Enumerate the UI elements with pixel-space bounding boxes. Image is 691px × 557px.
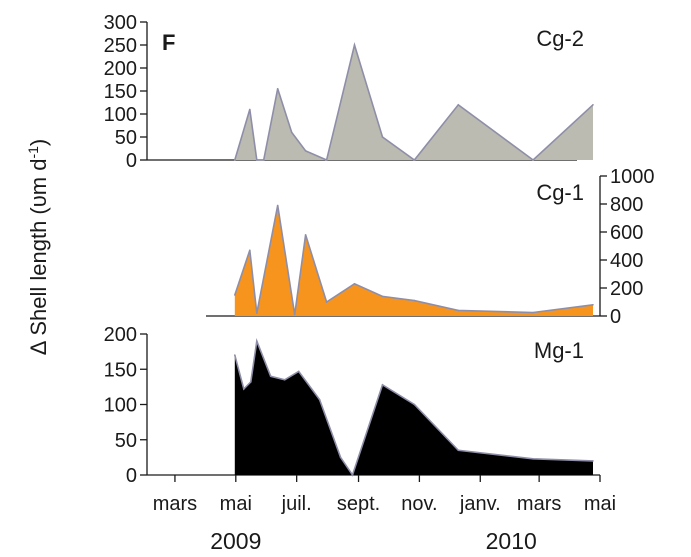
point-cg-1-8 — [381, 295, 384, 298]
point-cg-1-12 — [592, 304, 594, 306]
y-tick-label-mg-1-200: 200 — [104, 324, 137, 346]
point-cg-1-3 — [276, 204, 279, 207]
point-cg-1-5 — [304, 234, 307, 236]
point-cg-1-10 — [457, 309, 460, 312]
point-cg-2-9 — [381, 136, 384, 138]
point-cg-2-6 — [304, 150, 307, 152]
point-cg-2-0 — [234, 159, 236, 161]
y-axis-title-sup: -1 — [25, 146, 41, 159]
year-label-2009: 2009 — [210, 528, 261, 554]
point-mg-1-7 — [318, 398, 321, 401]
y-tick-label-cg-1-800: 800 — [610, 194, 643, 216]
point-cg-2-11 — [457, 104, 460, 106]
point-mg-1-11 — [413, 403, 416, 406]
y-axis-title: Δ Shell length (υm d-1) — [25, 139, 51, 356]
point-mg-1-2 — [250, 381, 252, 383]
y-tick-label-cg-2-50: 50 — [115, 127, 137, 149]
line-cg-2 — [234, 41, 594, 162]
labels-layer: 050100150200250300Cg-202004006008001000C… — [104, 12, 655, 515]
y-tick-label-cg-2-150: 150 — [104, 81, 137, 103]
area-cg-1 — [234, 205, 594, 316]
point-mg-1-10 — [381, 384, 384, 386]
y-axis-title-close: ) — [26, 139, 51, 146]
x-tick-label-5: janv. — [459, 493, 501, 515]
y-axis-title-main: Δ Shell length ( — [26, 207, 51, 356]
panel-label-cg-1: Cg-1 — [536, 180, 584, 205]
x-tick-label-4: nov. — [401, 493, 437, 515]
point-mg-1-4 — [269, 375, 272, 378]
y-tick-label-mg-1-150: 150 — [104, 359, 137, 381]
point-mg-1-5 — [283, 379, 286, 381]
point-cg-2-10 — [413, 159, 416, 161]
y-tick-label-cg-2-250: 250 — [104, 35, 137, 57]
point-mg-1-9 — [351, 474, 354, 476]
point-cg-1-11 — [532, 311, 534, 314]
y-axis-title-unit: υm d — [26, 159, 51, 208]
y-tick-label-cg-2-300: 300 — [104, 12, 137, 34]
y-tick-label-cg-2-0: 0 — [126, 150, 137, 172]
y-tick-label-cg-2-200: 200 — [104, 58, 137, 80]
point-mg-1-8 — [339, 456, 342, 459]
point-cg-1-7 — [353, 283, 356, 285]
point-mg-1-12 — [457, 449, 460, 452]
point-mg-1-0 — [234, 354, 236, 356]
point-cg-2-7 — [325, 159, 328, 161]
point-cg-2-13 — [592, 104, 594, 106]
point-cg-1-9 — [413, 299, 416, 302]
year-label-2010: 2010 — [486, 528, 537, 554]
x-tick-label-6: mars — [517, 493, 561, 515]
y-tick-label-cg-2-100: 100 — [104, 104, 137, 126]
y-tick-label-mg-1-0: 0 — [126, 465, 137, 487]
point-cg-1-6 — [325, 301, 328, 303]
point-mg-1-14 — [592, 460, 594, 462]
point-mg-1-13 — [532, 458, 534, 460]
y-tick-label-cg-1-600: 600 — [610, 222, 643, 244]
point-mg-1-3 — [255, 340, 258, 342]
point-cg-1-0 — [234, 294, 236, 296]
point-cg-2-5 — [290, 131, 293, 134]
point-cg-2-1 — [249, 108, 251, 111]
x-tick-label-3: sept. — [337, 493, 380, 515]
area-cg-2 — [234, 45, 594, 160]
point-mg-1-1 — [243, 388, 245, 390]
point-cg-2-12 — [532, 159, 534, 161]
area-mg-1 — [234, 341, 594, 475]
y-tick-label-cg-1-0: 0 — [610, 306, 621, 328]
panel-label-cg-2: Cg-2 — [536, 26, 584, 51]
x-tick-label-7: mai — [584, 493, 616, 515]
y-tick-label-mg-1-50: 50 — [115, 430, 137, 452]
panel-label-mg-1: Mg-1 — [534, 338, 584, 363]
point-cg-2-8 — [353, 44, 356, 46]
x-tick-label-0: mars — [153, 493, 197, 515]
point-cg-1-1 — [249, 249, 251, 251]
x-tick-label-2: juil. — [281, 493, 312, 515]
point-mg-1-6 — [297, 370, 300, 373]
x-tick-label-1: mai — [220, 493, 252, 515]
point-cg-1-4 — [293, 313, 296, 316]
point-cg-2-2 — [255, 159, 258, 161]
areas-layer — [234, 41, 594, 477]
y-tick-label-cg-1-200: 200 — [610, 278, 643, 300]
point-cg-2-4 — [276, 87, 279, 90]
y-tick-label-mg-1-100: 100 — [104, 395, 137, 417]
panel-letter: F — [162, 30, 175, 55]
point-cg-1-2 — [255, 312, 258, 315]
y-tick-label-cg-1-400: 400 — [610, 250, 643, 272]
y-tick-label-cg-1-1000: 1000 — [610, 166, 655, 188]
point-cg-2-3 — [262, 159, 265, 161]
